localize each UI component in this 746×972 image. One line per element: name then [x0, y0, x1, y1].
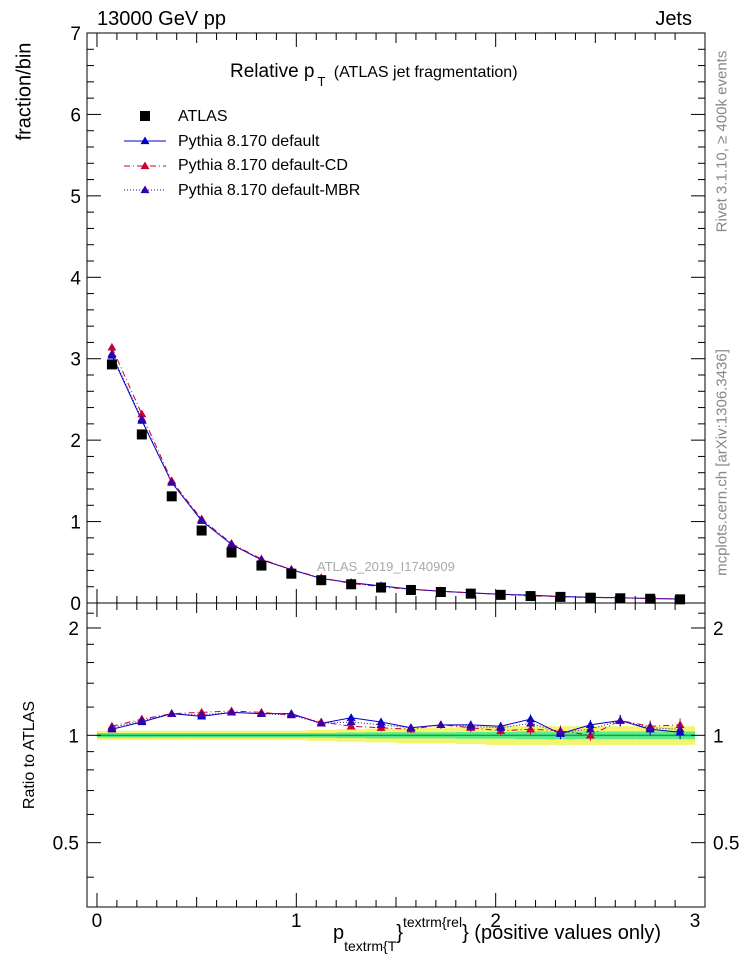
x-tick-label: 1 — [291, 911, 302, 932]
data-marker — [525, 591, 536, 602]
ratio-marker-3 — [406, 723, 416, 731]
ratio-marker-3 — [256, 709, 266, 717]
y-tick-label: 2 — [70, 431, 81, 452]
mc-marker-3 — [227, 539, 237, 548]
y-tick-label: 4 — [70, 268, 81, 289]
data-marker — [675, 594, 686, 605]
mc-marker-3 — [167, 477, 177, 486]
analysis-label: ATLAS_2019_I1740909 — [317, 559, 455, 574]
ratio-marker-2 — [585, 730, 595, 739]
legend-label-cd: Pythia 8.170 default-CD — [178, 157, 348, 174]
data-marker — [435, 587, 446, 598]
data-marker — [136, 429, 147, 440]
mc-marker-3 — [137, 414, 147, 423]
mc-marker-2 — [107, 342, 117, 351]
mc-line-2 — [111, 347, 681, 600]
legend-label-default: Pythia 8.170 default — [178, 133, 320, 150]
x-axis-label-sup: textrm{rel — [402, 914, 463, 930]
x-tick-label: 3 — [690, 911, 701, 932]
ratio-tick-label-right: 0.5 — [713, 834, 739, 855]
legend-marker-2 — [140, 161, 150, 170]
ratio-marker-3 — [346, 717, 356, 726]
ratio-marker-3 — [376, 720, 386, 728]
data-marker — [585, 592, 596, 603]
y-tick-label: 0 — [70, 594, 81, 615]
ratio-marker-3 — [436, 720, 446, 728]
x-axis-label-sub: textrm{T — [344, 938, 397, 954]
process-label: Jets — [655, 8, 692, 30]
data-marker — [615, 593, 626, 604]
y-tick-label: 7 — [70, 24, 81, 45]
mc-marker-3 — [197, 515, 207, 524]
data-marker — [555, 591, 566, 602]
mc-marker-2 — [137, 409, 147, 418]
ratio-line-1 — [111, 711, 681, 735]
data-marker — [346, 579, 357, 590]
legend-label-mbr: Pythia 8.170 default-MBR — [178, 182, 361, 199]
data-marker — [196, 525, 207, 536]
ratio-tick-label-right: 1 — [713, 726, 724, 747]
ratio-marker-3 — [496, 723, 506, 731]
data-marker — [286, 568, 297, 579]
plot-title-main: Relative p — [230, 61, 315, 82]
plot-title-subscript: T — [317, 74, 326, 89]
energy-label: 13000 GeV pp — [97, 8, 226, 30]
ratio-marker-3 — [197, 710, 207, 719]
y-tick-label: 6 — [70, 105, 81, 126]
ratio-marker-3 — [316, 718, 326, 727]
x-axis-label: ptextrm{T}textrm{rel} (positive values o… — [333, 914, 662, 954]
data-marker — [166, 491, 177, 502]
ratio-tick-label-left: 2 — [68, 619, 79, 640]
legend-marker-atlas — [140, 111, 150, 121]
ratio-line-2 — [111, 710, 681, 736]
ratio-marker-2 — [526, 724, 536, 733]
x-axis-label-suffix: } (positive values only) — [462, 922, 662, 944]
mc-line-1 — [111, 355, 681, 600]
x-axis-label-p: p — [333, 922, 345, 944]
data-marker — [465, 588, 476, 599]
ratio-marker-3 — [526, 718, 536, 727]
x-tick-label: 2 — [490, 911, 501, 932]
ratio-marker-3 — [167, 709, 177, 717]
data-marker — [376, 582, 387, 593]
ratio-plot-frame — [86, 602, 706, 908]
ratio-tick-label-left: 1 — [68, 726, 79, 747]
ratio-marker-3 — [555, 727, 565, 736]
x-axis-label-brace: } — [396, 922, 403, 944]
y-tick-label: 3 — [70, 350, 81, 371]
legend-marker-3 — [140, 185, 150, 194]
mc-line-3 — [111, 353, 681, 600]
data-marker — [226, 547, 237, 558]
ratio-marker-3 — [585, 724, 595, 733]
ratio-marker-3 — [286, 710, 296, 719]
x-tick-label: 0 — [92, 911, 103, 932]
data-marker — [316, 575, 327, 586]
ratio-marker-3 — [675, 724, 685, 733]
data-marker — [405, 584, 416, 595]
legend-label-atlas: ATLAS — [178, 108, 228, 125]
ratio-tick-label-right: 2 — [713, 619, 724, 640]
plot-title-suffix: (ATLAS jet fragmentation) — [333, 64, 518, 81]
data-marker — [645, 593, 656, 604]
ratio-marker-2 — [346, 721, 356, 730]
data-marker — [256, 560, 267, 571]
ratio-marker-3 — [227, 707, 237, 716]
legend-marker-1 — [140, 136, 150, 145]
ratio-marker-3 — [107, 723, 117, 731]
ratio-tick-label-left: 0.5 — [53, 834, 79, 855]
ratio-marker-3 — [466, 721, 476, 730]
ratio-line-3 — [111, 711, 681, 733]
data-marker — [495, 589, 506, 600]
ratio-marker-3 — [137, 716, 147, 724]
y-tick-label: 5 — [70, 187, 81, 208]
main-plot-frame — [86, 32, 706, 604]
y-tick-label: 1 — [70, 513, 81, 534]
ratio-marker-1 — [346, 713, 356, 721]
ratio-marker-3 — [615, 716, 625, 724]
mc-marker-3 — [107, 349, 117, 357]
ratio-marker-3 — [645, 723, 655, 731]
data-marker — [106, 359, 117, 370]
